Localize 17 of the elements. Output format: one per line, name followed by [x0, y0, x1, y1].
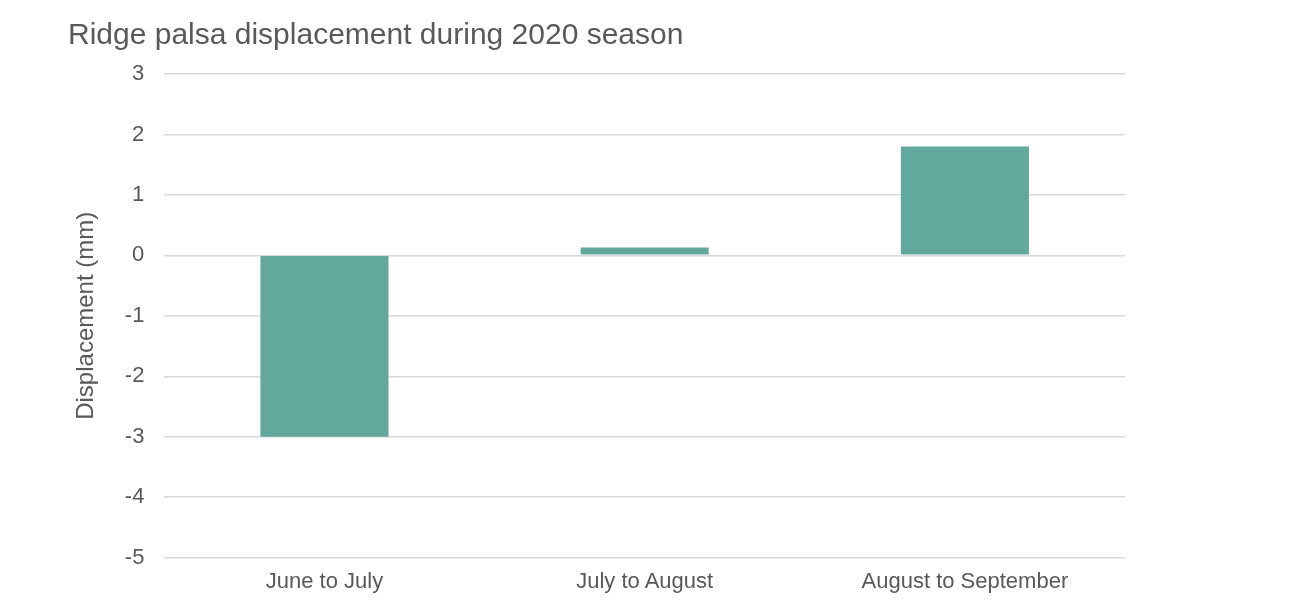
- y-tick-label: 1: [132, 180, 145, 206]
- y-tick-label: 3: [132, 60, 145, 86]
- y-tick-label: -5: [124, 543, 145, 569]
- y-tick-label: 2: [132, 120, 145, 146]
- x-tick-label: August to September: [861, 567, 1069, 593]
- y-tick-label: -1: [124, 301, 145, 327]
- bar: [900, 146, 1029, 255]
- y-tick-label: 0: [132, 241, 145, 267]
- y-tick-label: -3: [124, 422, 145, 448]
- bar: [580, 247, 709, 255]
- chart-title: Ridge palsa displacement during 2020 season: [68, 17, 684, 51]
- y-axis-title: Displacement (mm): [71, 211, 99, 420]
- bar: [260, 256, 389, 437]
- x-tick-label: June to July: [265, 567, 384, 593]
- y-tick-label: -2: [124, 362, 145, 388]
- x-tick-label: July to August: [576, 567, 714, 593]
- y-tick-label: -4: [124, 483, 145, 509]
